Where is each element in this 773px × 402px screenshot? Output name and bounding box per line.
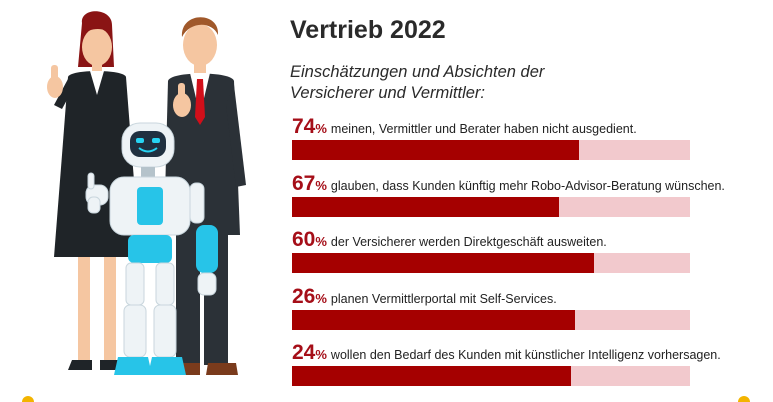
bar-row-text: 24% wollen den Bedarf des Kunden mit küns…	[292, 341, 721, 365]
robot-figure	[85, 122, 218, 375]
people-robot-illustration	[47, 11, 246, 375]
bar-fill	[292, 253, 595, 273]
bar-track	[292, 309, 690, 330]
chart-subtitle: Einschätzungen und Absichten der Versich…	[290, 63, 545, 102]
bar-fill	[292, 140, 579, 160]
percent-sign: %	[315, 234, 327, 249]
bar-fill	[292, 196, 559, 217]
percent-value: 24	[292, 341, 316, 364]
percent-value: 60	[292, 228, 316, 251]
bar-track	[292, 196, 690, 217]
percent-sign: %	[315, 177, 327, 193]
bar-row-text: 67% glauben, dass Kunden künftig mehr Rob…	[292, 172, 725, 196]
percent-sign: %	[315, 290, 327, 306]
bar-fill	[292, 309, 575, 330]
percent-value: 67	[292, 171, 316, 195]
bar-label: wollen den Bedarf des Kunden mit künstli…	[330, 348, 721, 362]
bar-fill	[292, 366, 571, 386]
bar-track	[292, 253, 690, 273]
bar-label: meinen, Vermittler und Berater haben nic…	[330, 122, 637, 136]
corner-decoration-right	[738, 396, 750, 402]
percent-value: 74	[292, 115, 316, 138]
bar-label: glauben, dass Kunden künftig mehr Robo-A…	[330, 178, 725, 193]
percent-sign: %	[315, 121, 327, 136]
bar-track	[292, 140, 690, 160]
bar-label: planen Vermittlerportal mit Self-Service…	[330, 291, 557, 306]
percent-value: 26	[292, 284, 316, 308]
bar-label: der Versicherer werden Direktgeschäft au…	[330, 235, 607, 249]
bar-row-text: 26% planen Vermittlerportal mit Self-Serv…	[292, 285, 557, 309]
page-title: Vertrieb 2022	[290, 16, 446, 44]
corner-decoration-left	[22, 396, 34, 402]
percent-sign: %	[315, 347, 327, 362]
bar-row-text: 60% der Versicherer werden Direktgeschäft…	[292, 228, 607, 252]
bar-track	[292, 366, 690, 386]
bar-row-text: 74% meinen, Vermittler und Berater haben …	[292, 115, 637, 139]
